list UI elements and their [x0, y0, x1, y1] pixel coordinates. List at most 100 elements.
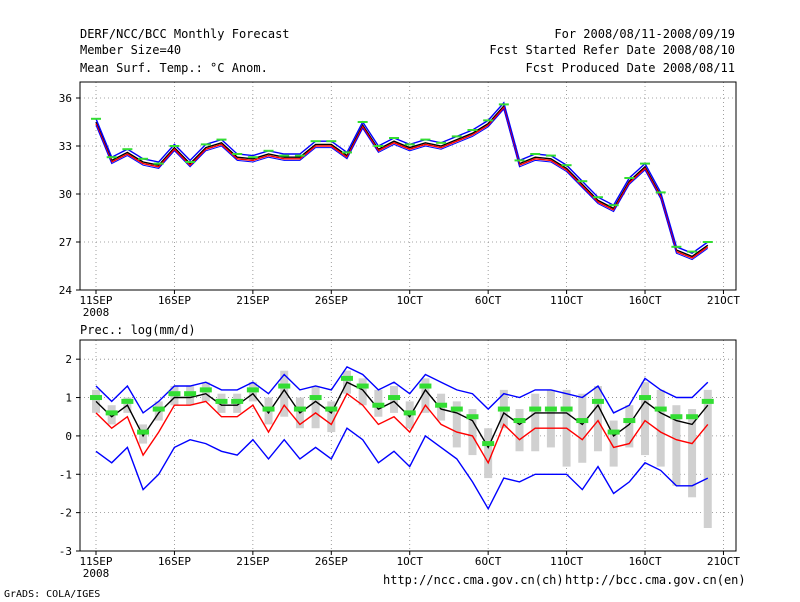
precip-range-bar	[688, 409, 697, 498]
precip-marker	[121, 398, 134, 404]
temp-marker	[451, 135, 462, 138]
precip-marker	[184, 391, 197, 397]
temp-frame	[79, 81, 737, 291]
precip-range-bar	[468, 409, 477, 456]
precip-marker	[670, 414, 683, 420]
precip-marker	[293, 406, 306, 412]
precip-marker	[137, 429, 150, 435]
precip-y-tick-label: -1	[59, 468, 72, 481]
precip-marker	[105, 410, 118, 416]
temp-marker	[498, 103, 509, 106]
precip-chart-title: Prec.: log(mm/d)	[80, 323, 196, 337]
forecast-produced-date: Fcst Produced Date 2008/08/11	[525, 61, 735, 75]
precip-marker	[435, 402, 448, 408]
precip-x-tick-label: 11OCT	[550, 555, 583, 568]
temp-marker	[279, 154, 290, 157]
precip-marker	[403, 410, 416, 416]
temp-marker	[200, 143, 211, 146]
precip-marker	[231, 398, 244, 404]
precip-range-bar	[703, 389, 712, 528]
precip-marker	[325, 406, 338, 412]
ncc-url-link[interactable]: http://ncc.cma.gov.cn(ch)	[383, 573, 564, 587]
temp-marker	[420, 138, 431, 141]
temp-marker	[592, 196, 603, 199]
temp-marker	[357, 121, 368, 123]
precip-year-label: 2008	[83, 567, 110, 580]
temp-marker	[608, 204, 619, 207]
precip-y-tick-label: -3	[59, 545, 72, 558]
temp-x-tick-label: 21OCT	[707, 294, 740, 307]
temp-marker	[655, 191, 666, 194]
precip-range-bar	[593, 386, 602, 452]
temp-marker	[514, 159, 525, 162]
temp-marker	[702, 241, 713, 243]
temp-series-lower	[95, 106, 709, 259]
precip-marker	[419, 383, 432, 389]
precip-range-bar	[327, 401, 336, 433]
temp-marker	[122, 148, 133, 151]
precip-range-bar	[358, 378, 367, 406]
precip-marker	[246, 387, 259, 393]
precip-marker	[466, 414, 479, 420]
temp-marker	[545, 154, 556, 157]
precip-marker	[686, 414, 699, 420]
precip-marker	[639, 395, 652, 401]
temp-marker	[341, 151, 352, 154]
precip-range-bar	[311, 386, 320, 429]
precip-marker	[591, 398, 604, 404]
temp-y-tick-label: 27	[59, 236, 72, 249]
precip-marker	[388, 395, 401, 401]
precip-marker	[215, 398, 228, 404]
precip-series-upper	[95, 366, 709, 414]
temp-marker	[326, 140, 337, 143]
precip-range-bar	[641, 382, 650, 456]
precip-range-bar	[280, 370, 289, 417]
forecast-started-date: Fcst Started Refer Date 2008/08/10	[489, 43, 735, 57]
temp-x-tick-label: 16SEP	[158, 294, 191, 307]
bcc-url-link[interactable]: http://bcc.cma.gov.cn(en)	[565, 573, 746, 587]
temp-marker	[216, 138, 227, 141]
precip-marker	[356, 383, 369, 389]
precip-y-tick-label: 1	[65, 392, 72, 405]
precip-range-bar	[452, 401, 461, 448]
precip-y-tick-label: 0	[65, 430, 72, 443]
precip-y-tick-label: 2	[65, 353, 72, 366]
temp-series-mean	[95, 104, 709, 258]
precip-x-tick-label: 16OCT	[628, 555, 661, 568]
precip-range-bar	[484, 428, 493, 479]
precip-y-tick-label: -2	[59, 507, 72, 520]
temp-marker	[153, 162, 164, 165]
temp-marker	[467, 129, 478, 131]
member-size: Member Size=40	[80, 43, 182, 57]
temp-marker	[561, 164, 572, 167]
temp-marker	[263, 149, 274, 152]
precip-range-bar	[672, 405, 681, 486]
precip-marker	[654, 406, 667, 412]
precip-frame	[79, 339, 737, 552]
temp-marker	[232, 153, 243, 155]
temp-marker	[404, 143, 415, 146]
precip-range-bar	[92, 389, 100, 413]
temp-marker	[169, 145, 180, 147]
precip-marker	[513, 418, 526, 424]
precip-x-tick-label: 16SEP	[158, 555, 191, 568]
temp-marker	[91, 117, 101, 120]
precip-marker	[623, 418, 636, 424]
precip-range-bar	[578, 393, 587, 463]
grads-credit: GrADS: COLA/IGES	[4, 589, 101, 600]
precip-marker	[607, 429, 620, 435]
temp-x-tick-label: 11SEP	[79, 294, 112, 307]
temp-marker	[436, 141, 447, 144]
precip-marker	[450, 406, 463, 412]
precip-series-bottom	[95, 427, 709, 511]
precip-range-bar	[546, 389, 555, 448]
temp-y-tick-label: 30	[59, 188, 72, 201]
precip-marker	[560, 406, 573, 412]
temp-y-tick-label: 24	[59, 284, 73, 297]
temp-marker	[185, 161, 196, 163]
precip-marker	[168, 391, 181, 397]
precip-x-tick-label: 21OCT	[707, 555, 740, 568]
temp-year-label: 2008	[83, 306, 110, 319]
precip-x-tick-label: 26SEP	[315, 555, 348, 568]
